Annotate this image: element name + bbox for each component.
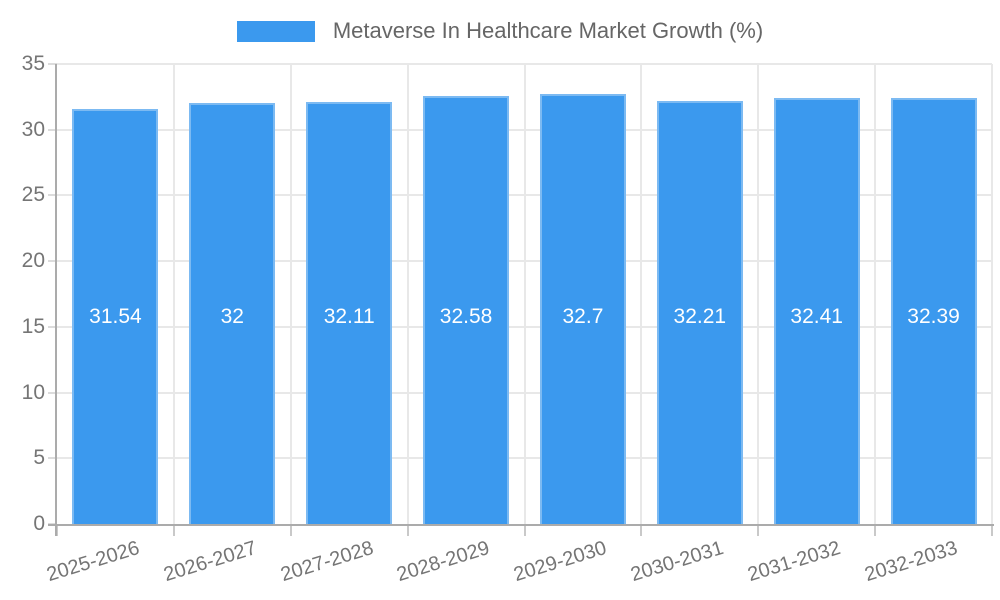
gridline-vertical (523, 64, 526, 524)
x-axis-tick (640, 524, 643, 536)
y-axis-tick-label: 30 (21, 117, 45, 141)
bar-2026-2027[interactable]: 32 (189, 103, 276, 524)
y-axis-tick (48, 128, 57, 131)
y-axis-tick-label: 10 (21, 380, 45, 404)
y-axis-line (55, 64, 57, 536)
gridline-vertical (172, 64, 175, 524)
y-axis-tick-label: 0 (33, 512, 45, 535)
x-axis-tick (874, 524, 877, 536)
x-axis-tick-label: 2029-2030 (511, 537, 610, 587)
x-axis-tick-label: 2027-2028 (277, 537, 376, 587)
x-axis-tick (991, 524, 993, 536)
gridline-vertical (991, 64, 993, 524)
bar-value-label: 32 (220, 305, 244, 328)
gridline-vertical (289, 64, 292, 524)
bar-value-label: 32.39 (907, 305, 960, 328)
bar-value-label: 32.58 (439, 305, 493, 328)
x-axis-tick-label: 2031-2032 (745, 537, 844, 587)
x-axis-tick (757, 524, 760, 536)
x-axis-tick-label: 2028-2029 (394, 537, 493, 587)
gridline-vertical (406, 64, 409, 524)
gridline-vertical (757, 64, 760, 524)
bar-2025-2026[interactable]: 31.54 (72, 109, 159, 524)
y-axis-tick-label: 5 (33, 446, 45, 470)
bar-value-label: 32.41 (790, 305, 843, 328)
x-axis-tick-label: 2030-2031 (628, 537, 727, 587)
gridline-vertical (640, 64, 643, 524)
x-axis-tick (289, 524, 292, 536)
bar-2028-2029[interactable]: 32.58 (423, 95, 510, 524)
x-axis-tick (523, 524, 526, 536)
y-axis-tick (48, 63, 57, 65)
x-axis-tick (172, 524, 175, 536)
bar-2027-2028[interactable]: 32.11 (306, 101, 393, 524)
x-axis-tick-label: 2025-2026 (43, 537, 142, 587)
gridline-vertical (874, 64, 877, 524)
y-axis-tick-label: 35 (21, 52, 45, 75)
bar-2030-2031[interactable]: 32.21 (656, 100, 743, 524)
y-axis-tick (48, 391, 57, 394)
bar-2031-2032[interactable]: 32.41 (773, 98, 860, 524)
y-axis-tick-label: 15 (21, 314, 45, 338)
chart-legend[interactable]: Metaverse In Healthcare Market Growth (%… (0, 18, 1000, 44)
y-axis-tick (48, 260, 57, 263)
x-axis-line (48, 524, 994, 526)
x-axis-tick (56, 524, 58, 536)
bar-2029-2030[interactable]: 32.7 (539, 94, 626, 524)
y-axis-tick (48, 194, 57, 197)
x-axis-tick-label: 2032-2033 (862, 537, 960, 587)
bar-2032-2033[interactable]: 32.39 (890, 98, 977, 524)
legend-label: Metaverse In Healthcare Market Growth (%… (332, 18, 764, 43)
bar-value-label: 32.11 (323, 305, 375, 328)
y-axis-tick (48, 325, 57, 328)
bar-value-label: 31.54 (89, 305, 142, 328)
y-axis-tick (48, 457, 57, 460)
x-axis-tick-label: 2026-2027 (160, 537, 259, 587)
bar-value-label: 32.21 (673, 305, 727, 328)
y-axis-tick-label: 25 (21, 183, 45, 207)
x-axis-tick (406, 524, 409, 536)
bar-value-label: 32.7 (562, 305, 604, 328)
plot-area: 31.54 32 32.11 32.58 32.7 32.21 32.41 32.39 (48, 63, 994, 536)
legend-swatch (236, 20, 315, 42)
y-axis-tick-label: 20 (21, 249, 45, 273)
